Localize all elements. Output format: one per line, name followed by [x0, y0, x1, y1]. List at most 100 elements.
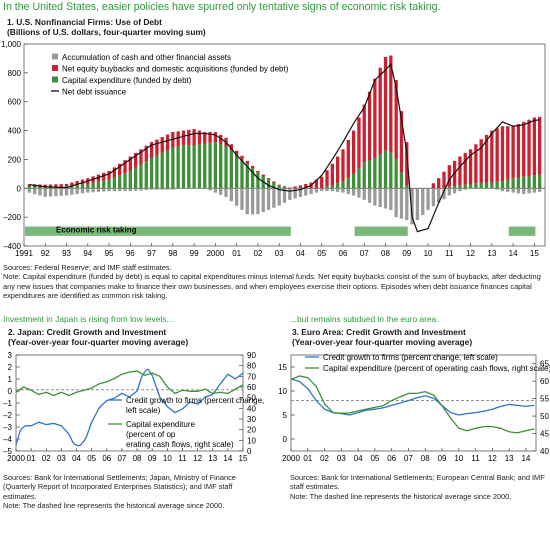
- us-cash-bar: [336, 188, 340, 192]
- us-net-debt-line: [29, 62, 540, 233]
- us-capex-bar: [532, 175, 537, 189]
- us-equity-bar: [282, 186, 287, 187]
- us-risk-band: [508, 226, 536, 236]
- us-cash-bar: [70, 188, 74, 195]
- us-legend-label: Accumulation of cash and other financial…: [62, 53, 231, 62]
- us-capex-bar: [484, 182, 489, 189]
- us-cash-bar: [123, 188, 127, 192]
- euro-right-tick-label: 50: [540, 412, 549, 421]
- japan-right-tick-label: 40: [247, 404, 256, 413]
- us-legend-swatch: [52, 65, 58, 71]
- euro-x-tick-label: 09: [438, 454, 447, 463]
- us-cash-bar: [378, 188, 382, 208]
- us-equity-bar: [484, 134, 489, 183]
- us-capex-bar: [165, 150, 170, 189]
- us-capex-bar: [468, 183, 473, 189]
- us-equity-bar: [133, 152, 138, 168]
- us-x-tick-label: 1991: [15, 249, 33, 258]
- japan-x-tick-label: 15: [239, 454, 248, 463]
- us-capex-bar: [38, 187, 42, 189]
- us-cash-bar: [431, 188, 436, 207]
- us-capex-bar: [48, 187, 53, 189]
- us-capex-bar: [256, 172, 260, 189]
- us-x-tick-label: 13: [487, 249, 496, 258]
- us-equity-bar: [399, 111, 404, 173]
- us-equity-bar: [64, 183, 69, 187]
- japan-left-tick-label: 1: [8, 375, 13, 384]
- us-capex-bar: [367, 160, 372, 189]
- us-capex-bar: [187, 145, 191, 189]
- us-cash-bar: [410, 188, 414, 225]
- japan-left-tick-label: –2: [3, 411, 12, 420]
- us-capex-bar: [102, 180, 106, 189]
- us-risk-band: [25, 226, 291, 236]
- us-capex-bar: [240, 159, 244, 189]
- japan-right-tick-label: 50: [247, 394, 256, 403]
- us-capex-bar: [123, 173, 127, 189]
- us-cash-bar: [320, 188, 324, 192]
- us-equity-bar: [394, 80, 398, 160]
- us-cash-bar: [532, 188, 537, 193]
- us-capex-bar: [511, 178, 515, 189]
- euro-x-tick-label: 13: [505, 454, 514, 463]
- euro-notes: Sources: Bank for International Settleme…: [290, 473, 548, 501]
- us-x-tick-label: 15: [530, 249, 539, 258]
- us-equity-bar: [245, 160, 249, 164]
- japan-right-tick-label: 20: [247, 426, 256, 435]
- euro-right-tick-label: 55: [540, 395, 549, 404]
- us-cash-bar: [463, 188, 467, 190]
- us-capex-bar: [43, 187, 47, 189]
- euro-right-tick-label: 40: [540, 447, 549, 456]
- us-equity-bar: [43, 184, 47, 188]
- us-cash-bar: [171, 188, 175, 190]
- us-cash-bar: [405, 188, 409, 221]
- us-cash-bar: [118, 188, 122, 192]
- us-capex-bar: [224, 146, 228, 189]
- us-equity-bar: [123, 160, 127, 174]
- us-equity-bar: [235, 150, 239, 156]
- us-capex-bar: [96, 181, 101, 189]
- us-cash-bar: [511, 188, 515, 193]
- us-cash-bar: [256, 188, 260, 215]
- us-equity-bar: [468, 149, 473, 184]
- us-capex-bar: [378, 154, 382, 189]
- us-equity-bar: [304, 183, 308, 189]
- us-cash-bar: [522, 188, 526, 195]
- us-equity-bar: [293, 186, 297, 189]
- euro-chart-title: 3. Euro Area: Credit Growth and Investme…: [292, 327, 466, 337]
- us-cash-bar: [421, 188, 425, 215]
- us-equity-bar: [288, 187, 292, 189]
- us-risk-band: [354, 226, 408, 236]
- us-equity-bar: [442, 171, 446, 188]
- us-equity-bar: [75, 181, 79, 186]
- euro-x-tick-label: 14: [521, 454, 530, 463]
- us-cash-bar: [43, 188, 47, 197]
- us-capex-bar: [516, 177, 521, 189]
- us-x-tick-label: 11: [445, 249, 454, 258]
- us-capex-bar: [506, 179, 510, 189]
- us-legend-swatch: [52, 53, 58, 60]
- us-cash-bar: [373, 188, 377, 206]
- us-cash-bar: [394, 188, 398, 218]
- us-equity-bar: [362, 104, 366, 163]
- us-cash-bar: [495, 188, 499, 190]
- us-equity-bar: [351, 130, 356, 174]
- us-note: Note: Capital expenditure (funded by deb…: [3, 272, 541, 301]
- us-cash-bar: [96, 188, 101, 192]
- us-cash-bar: [415, 188, 420, 221]
- us-chart-subtitle: (Billions of U.S. dollars, four-quarter …: [7, 27, 206, 37]
- japan-right-tick-label: 10: [247, 436, 256, 445]
- euro-legend-label: Credit growth to firms (percent change, …: [323, 353, 498, 362]
- euro-right-tick-label: 60: [540, 377, 549, 386]
- euro-x-tick-label: 05: [370, 454, 379, 463]
- us-equity-bar: [479, 139, 483, 183]
- us-cash-bar: [314, 188, 319, 193]
- us-capex-bar: [133, 167, 138, 189]
- us-capex-bar: [405, 185, 409, 189]
- us-equity-bar: [532, 117, 537, 176]
- us-capex-bar: [213, 142, 218, 189]
- us-cash-bar: [389, 188, 393, 210]
- us-cash-bar: [351, 188, 356, 196]
- japan-x-tick-label: 12: [193, 454, 202, 463]
